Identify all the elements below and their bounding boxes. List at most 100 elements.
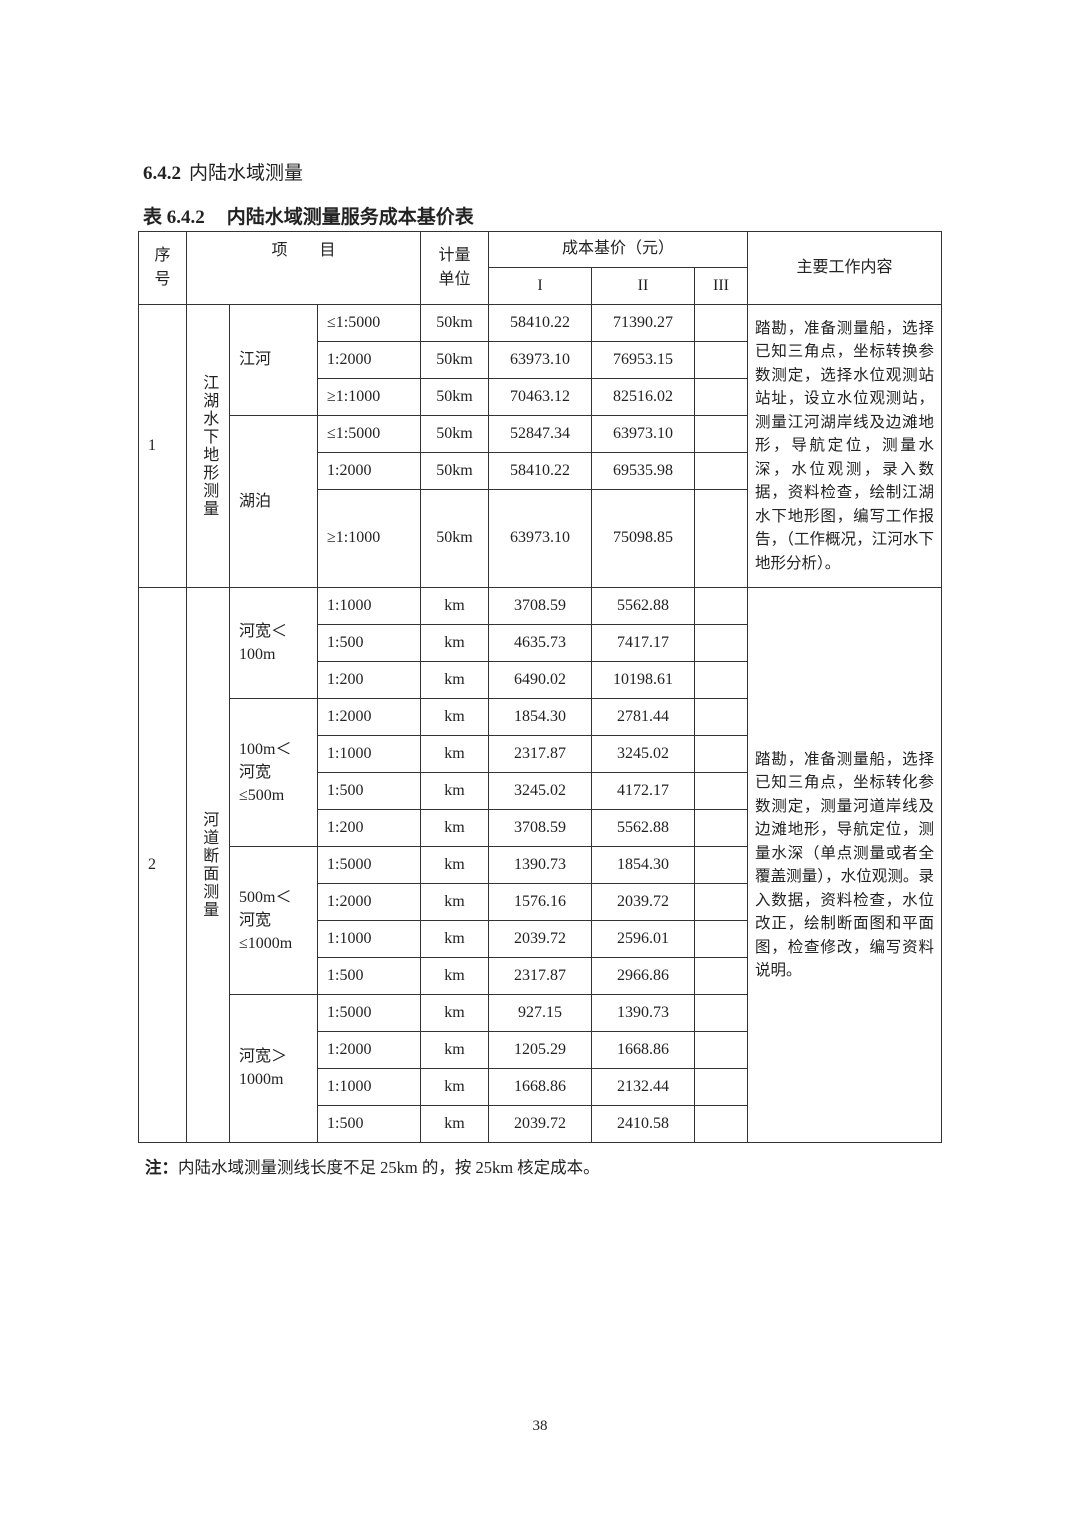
unit-cell: km [420,661,489,699]
price-grade-2: 4172.17 [591,772,695,810]
price-grade-1: 63973.10 [488,489,592,588]
price-grade-2: 71390.27 [591,304,695,342]
unit-cell: km [420,772,489,810]
price-grade-1: 927.15 [488,994,592,1032]
price-grade-1: 63973.10 [488,341,592,379]
price-grade-1: 70463.12 [488,378,592,416]
price-grade-1: 1205.29 [488,1031,592,1069]
scale-cell: ≤1:5000 [317,415,421,453]
unit-cell: km [420,698,489,736]
table-row: ≥1:1000 50km 70463.12 82516.02 [139,378,942,416]
unit-cell: km [420,957,489,995]
price-grade-3 [694,415,748,453]
page-number: 38 [532,1418,548,1434]
price-grade-2: 1390.73 [591,994,695,1032]
price-grade-2: 1668.86 [591,1031,695,1069]
price-grade-3 [694,809,748,847]
price-grade-3 [694,304,748,342]
scale-cell: 1:1000 [317,587,421,625]
unit-cell: km [420,883,489,921]
price-grade-3 [694,920,748,958]
group-label: 河宽＞1000m [239,1048,288,1089]
price-grade-2: 69535.98 [591,452,695,490]
price-grade-1: 6490.02 [488,661,592,699]
price-grade-2: 2039.72 [591,883,695,921]
scale-cell: 1:500 [317,624,421,662]
table-note: 注：内陆水域测量测线长度不足 25km 的，按 25km 核定成本。 [145,1154,600,1178]
unit-cell: km [420,994,489,1032]
unit-cell: km [420,587,489,625]
unit-cell: 50km [420,489,489,588]
price-grade-3 [694,1105,748,1143]
seq-cell: 2 [138,587,187,1143]
unit-cell: 50km [420,304,489,342]
table-row: 1:2000 50km 58410.22 69535.98 [139,452,942,490]
price-grade-1: 3708.59 [488,809,592,847]
unit-cell: 50km [420,415,489,453]
price-grade-2: 5562.88 [591,809,695,847]
group-label: 湖泊 [239,492,272,510]
price-grade-1: 2039.72 [488,1105,592,1143]
scale-cell: 1:1000 [317,920,421,958]
price-grade-3 [694,378,748,416]
scale-cell: 1:2000 [317,341,421,379]
work-content-cell: 踏勘，准备测量船，选择已知三角点，坐标转化参数测定，测量河道岸线及边滩地形，导航… [747,587,942,1143]
price-grade-1: 52847.34 [488,415,592,453]
group-cell: 湖泊 [229,415,318,588]
header-seq: 序号 [138,231,187,305]
price-grade-2: 2596.01 [591,920,695,958]
price-grade-1: 58410.22 [488,304,592,342]
table-row: 1:500 km 2039.72 2410.58 [139,1105,942,1143]
group-label: 500m＜河宽≤1000m [239,888,293,952]
seq-cell: 1 [138,304,187,588]
price-grade-1: 2317.87 [488,957,592,995]
price-grade-1: 1390.73 [488,846,592,884]
table-row: 1:200 km 6490.02 10198.61 [139,661,942,699]
price-grade-2: 75098.85 [591,489,695,588]
price-grade-1: 4635.73 [488,624,592,662]
price-grade-3 [694,587,748,625]
group-cell: 河宽＜100m [229,587,318,699]
group-cell: 100m＜河宽≤500m [229,698,318,847]
table-row: 500m＜河宽≤1000m 1:5000 km 1390.73 1854.30 [139,846,942,995]
price-grade-3 [694,846,748,884]
unit-cell: km [420,624,489,662]
price-grade-1: 1668.86 [488,1068,592,1106]
header-price: 成本基价（元） [488,231,748,268]
header-content: 主要工作内容 [747,231,942,305]
table-row: 河宽＞1000m 1:5000 km 927.15 1390.73 [139,994,942,1143]
scale-cell: 1:1000 [317,735,421,773]
table-row: ≥1:1000 50km 63973.10 75098.85 [139,489,942,588]
scale-cell: 1:2000 [317,1031,421,1069]
price-grade-3 [694,341,748,379]
group-label: 100m＜河宽≤500m [239,740,292,804]
scale-cell: 1:500 [317,772,421,810]
price-grade-3 [694,735,748,773]
group-label: 江河 [239,351,272,369]
scale-cell: ≤1:5000 [317,304,421,342]
header-grade-3: III [694,267,748,305]
scale-cell: 1:1000 [317,1068,421,1106]
scale-cell: 1:2000 [317,698,421,736]
table-title-text: 内陆水域测量服务成本基价表 [226,207,474,228]
price-grade-2: 2132.44 [591,1068,695,1106]
price-grade-3 [694,661,748,699]
section-number: 6.4.2 [143,163,181,184]
header-grade-2: II [591,267,695,305]
table-row: 1:500 km 2317.87 2966.86 [139,957,942,995]
table-row: 1:2000 50km 63973.10 76953.15 [139,341,942,379]
table-row: 1:500 km 3245.02 4172.17 [139,772,942,810]
price-grade-3 [694,624,748,662]
price-grade-2: 82516.02 [591,378,695,416]
price-grade-3 [694,489,748,588]
unit-cell: 50km [420,341,489,379]
scale-cell: 1:500 [317,957,421,995]
price-grade-2: 76953.15 [591,341,695,379]
price-grade-2: 10198.61 [591,661,695,699]
unit-cell: 50km [420,452,489,490]
group-cell: 河宽＞1000m [229,994,318,1143]
unit-cell: km [420,809,489,847]
table-row: 1:1000 km 1668.86 2132.44 [139,1068,942,1106]
category-cell: 河道断面测量 [186,587,230,1143]
group-cell: 500m＜河宽≤1000m [229,846,318,995]
